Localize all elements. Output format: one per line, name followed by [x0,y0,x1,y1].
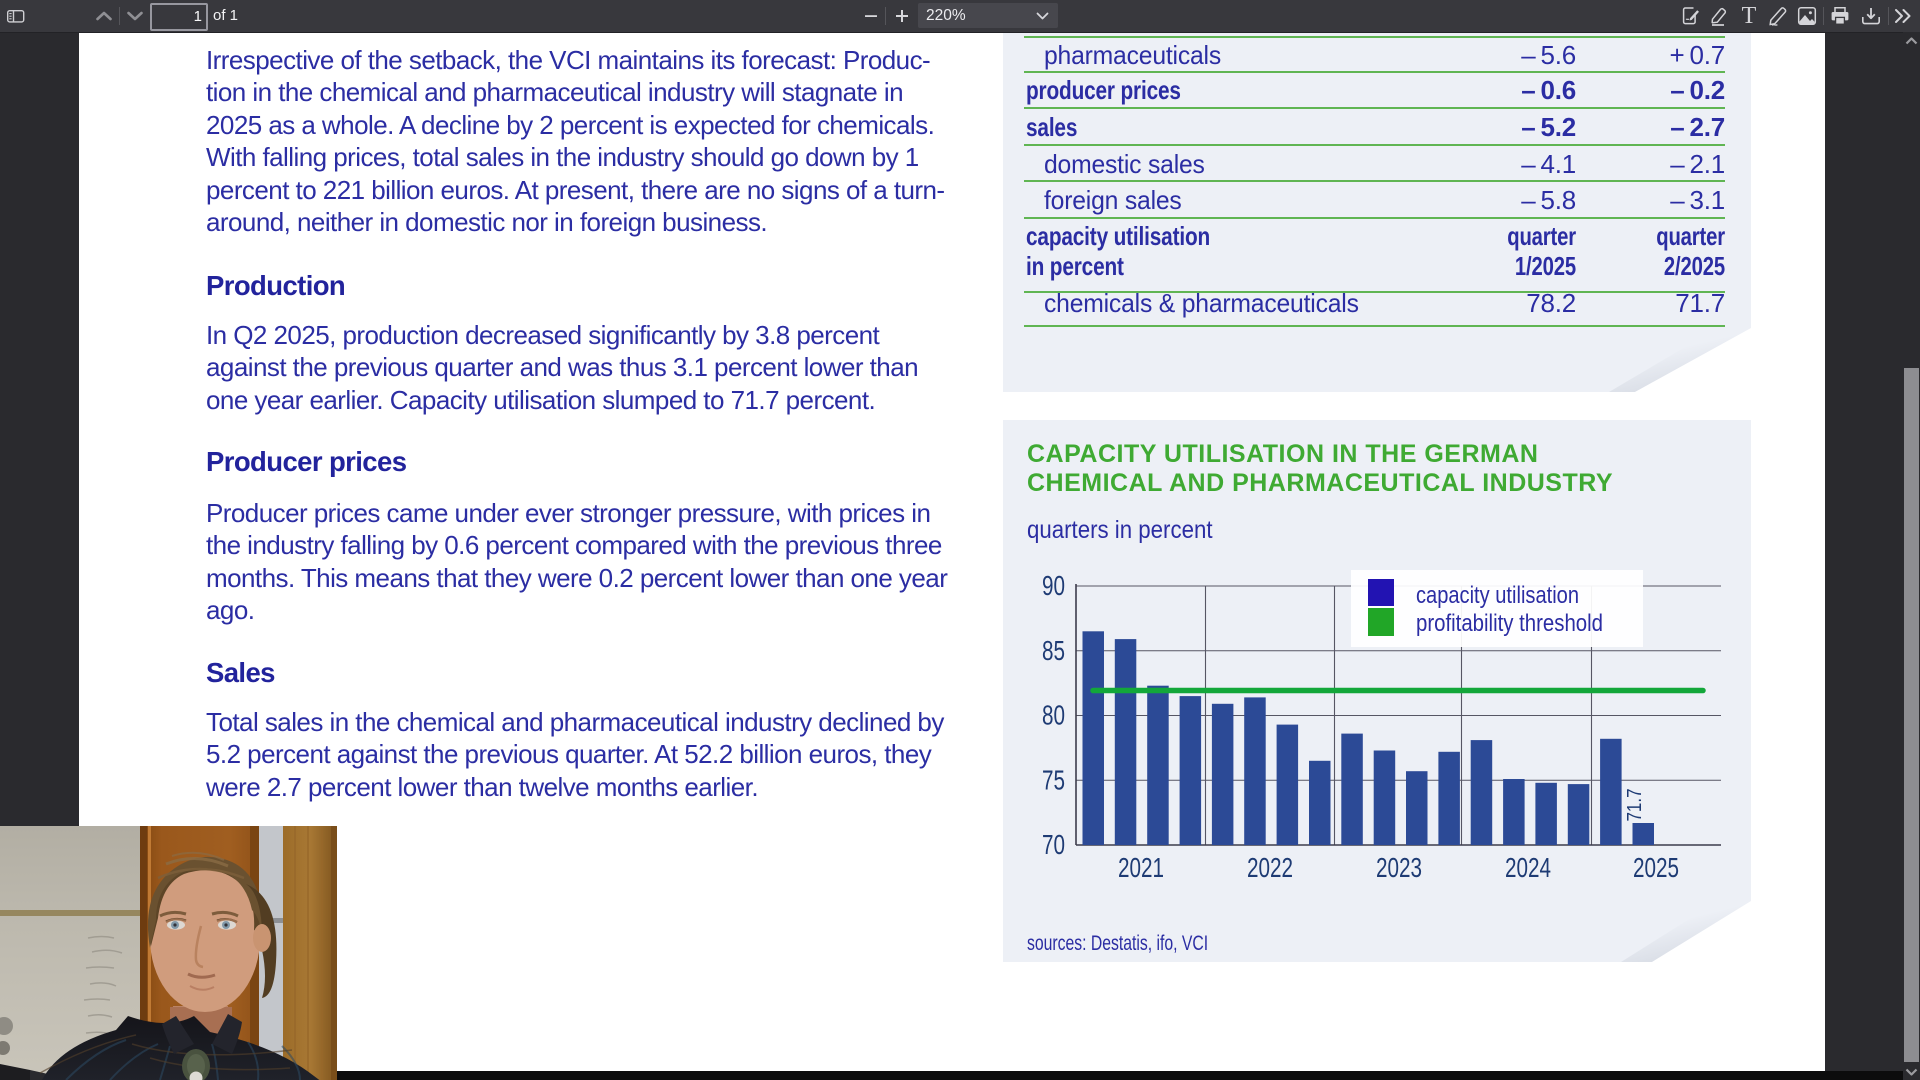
svg-text:2024: 2024 [1505,852,1551,883]
svg-text:71.7: 71.7 [1623,789,1646,822]
svg-text:90: 90 [1042,570,1065,601]
svg-text:capacity utilisation: capacity utilisation [1416,582,1579,609]
svg-text:85: 85 [1042,635,1065,666]
svg-text:profitability threshold: profitability threshold [1416,610,1603,637]
svg-text:70: 70 [1042,829,1065,860]
svg-text:2021: 2021 [1118,852,1164,883]
svg-text:80: 80 [1042,700,1065,731]
svg-text:75: 75 [1042,764,1065,795]
svg-text:2025: 2025 [1633,852,1679,883]
svg-text:2023: 2023 [1376,852,1422,883]
svg-text:2022: 2022 [1247,852,1293,883]
